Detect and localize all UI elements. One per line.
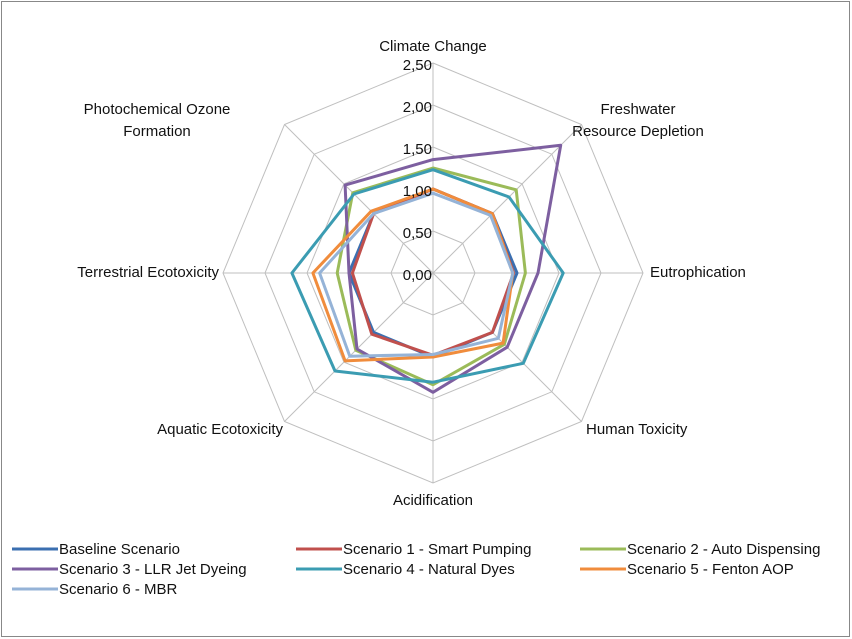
series-line bbox=[343, 143, 563, 394]
series-line bbox=[290, 168, 565, 384]
r-tick-label: 1,00 bbox=[403, 183, 432, 200]
legend-label: Baseline Scenario bbox=[59, 541, 180, 558]
r-tick-label: 2,00 bbox=[403, 99, 432, 116]
spoke bbox=[432, 124, 582, 274]
category-label: Eutrophication bbox=[650, 264, 746, 281]
r-tick-label: 1,50 bbox=[403, 141, 432, 158]
category-label: Photochemical Ozone Formation bbox=[83, 101, 231, 140]
legend-label: Scenario 6 - MBR bbox=[59, 581, 178, 598]
category-label: Human Toxicity bbox=[586, 421, 688, 438]
legend-label: Scenario 5 - Fenton AOP bbox=[627, 561, 794, 578]
legend-label: Scenario 1 - Smart Pumping bbox=[343, 541, 531, 558]
series-line bbox=[311, 187, 515, 363]
series-line bbox=[318, 191, 515, 358]
r-tick-label: 0,50 bbox=[403, 225, 432, 242]
category-label: Freshwater Resource Depletion bbox=[572, 101, 704, 140]
spoke bbox=[284, 272, 434, 422]
legend-label: Scenario 3 - LLR Jet Dyeing bbox=[59, 561, 247, 578]
category-label: Climate Change bbox=[379, 38, 487, 55]
r-tick-label: 0,00 bbox=[403, 267, 432, 284]
legend-label: Scenario 4 - Natural Dyes bbox=[343, 561, 515, 578]
category-label: Terrestrial Ecotoxicity bbox=[77, 264, 219, 281]
legend-label: Scenario 2 - Auto Dispensing bbox=[627, 541, 820, 558]
category-label: Aquatic Ecotoxicity bbox=[157, 421, 283, 438]
r-tick-label: 2,50 bbox=[403, 57, 432, 74]
category-label: Acidification bbox=[392, 492, 474, 509]
spoke bbox=[284, 124, 434, 274]
